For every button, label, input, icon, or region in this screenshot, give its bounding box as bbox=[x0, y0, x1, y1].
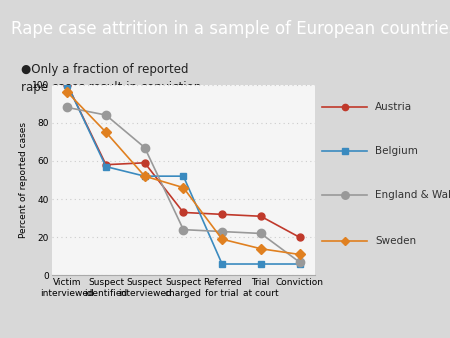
Y-axis label: Percent of reported cases: Percent of reported cases bbox=[18, 122, 27, 238]
Text: Rape case attrition in a sample of European countries: Rape case attrition in a sample of Europ… bbox=[11, 20, 450, 38]
Text: ●Only a fraction of reported
rape cases result in conviction.: ●Only a fraction of reported rape cases … bbox=[21, 63, 205, 94]
Text: Austria: Austria bbox=[375, 102, 412, 113]
Text: Sweden: Sweden bbox=[375, 236, 416, 246]
Text: Belgium: Belgium bbox=[375, 146, 418, 156]
Text: England & Wales: England & Wales bbox=[375, 190, 450, 200]
